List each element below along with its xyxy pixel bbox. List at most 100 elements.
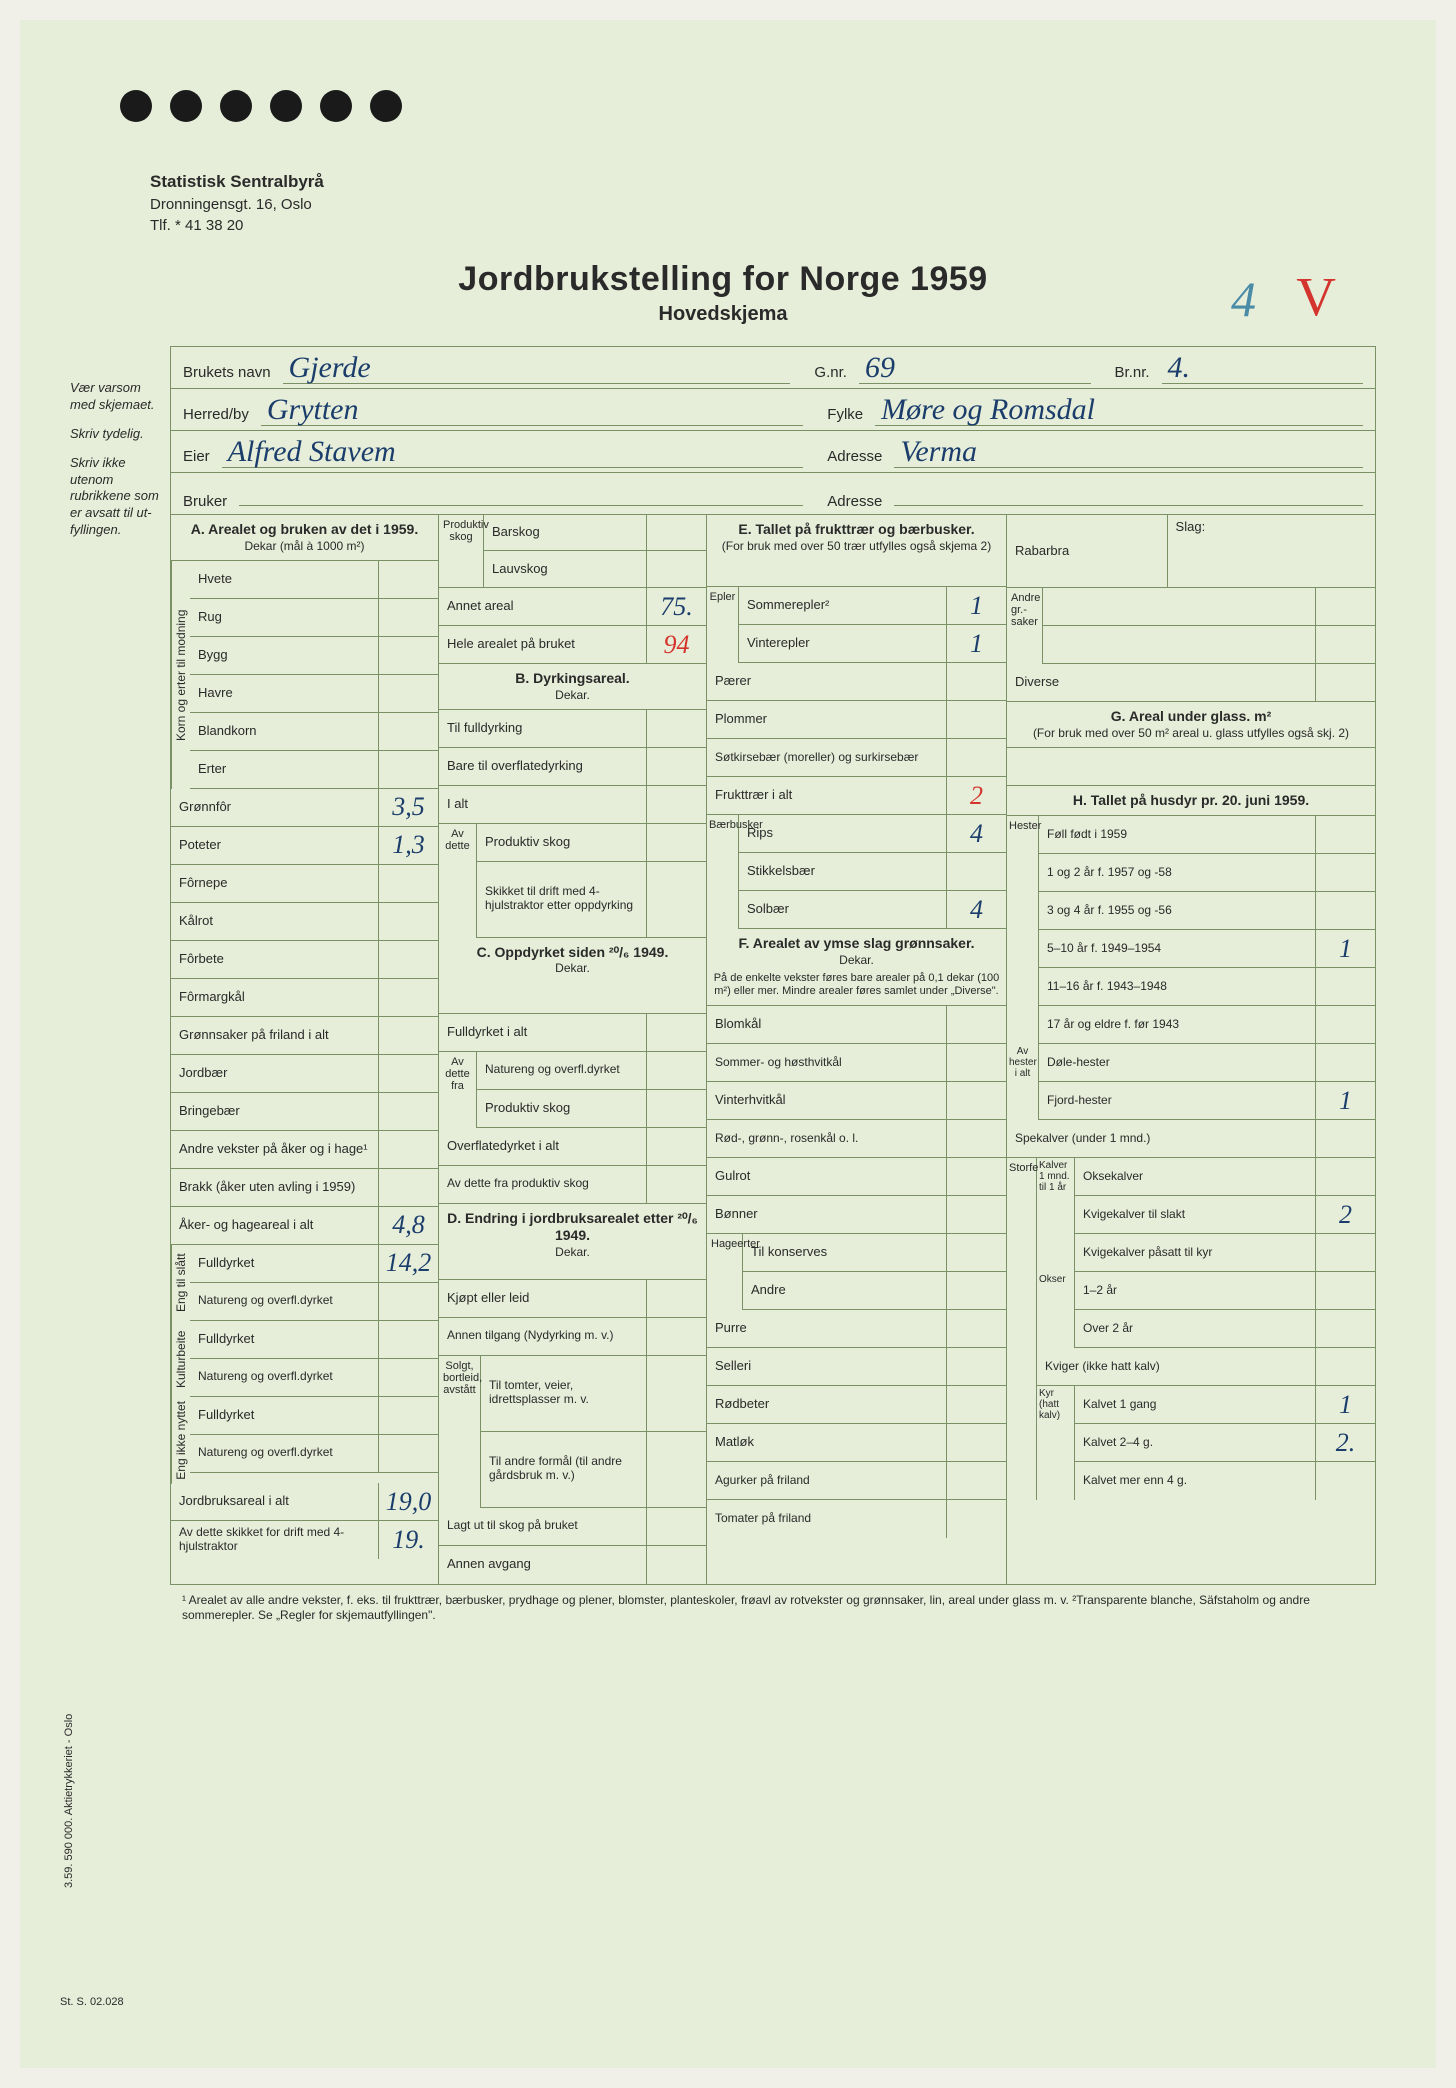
v-poteter[interactable]: 1,3: [378, 827, 438, 864]
v-purre[interactable]: [946, 1310, 1006, 1347]
v-hvete[interactable]: [378, 561, 438, 598]
v-fornepe[interactable]: [378, 865, 438, 902]
v-kvigeslakt[interactable]: 2: [1315, 1196, 1375, 1233]
v-kirsebaer[interactable]: [946, 739, 1006, 776]
v-sommerkal[interactable]: [946, 1044, 1006, 1081]
v-selleri[interactable]: [946, 1348, 1006, 1385]
v-b1[interactable]: [646, 710, 706, 747]
v-rodbeter[interactable]: [946, 1386, 1006, 1423]
val-adresse2[interactable]: [894, 505, 1363, 506]
v-b4[interactable]: [646, 824, 706, 861]
v-rosenkal[interactable]: [946, 1120, 1006, 1157]
v-o12[interactable]: [1315, 1272, 1375, 1309]
v-gulrot[interactable]: [946, 1158, 1006, 1195]
v-vinterkal[interactable]: [946, 1082, 1006, 1119]
v-rips[interactable]: 4: [946, 815, 1006, 852]
v-kultfull[interactable]: [378, 1321, 438, 1358]
v-k4p[interactable]: [1315, 1462, 1375, 1500]
val-eier[interactable]: Alfred Stavem: [222, 437, 804, 468]
g-sl1[interactable]: [1043, 605, 1315, 609]
v-h34[interactable]: [1315, 892, 1375, 929]
v-diverse[interactable]: [1315, 664, 1375, 701]
v-eiknnat[interactable]: [378, 1435, 438, 1472]
v-spekalver[interactable]: [1315, 1120, 1375, 1157]
v-k24[interactable]: 2.: [1315, 1424, 1375, 1461]
val-fylke[interactable]: Møre og Romsdal: [875, 395, 1363, 426]
v-barskog[interactable]: [646, 515, 706, 550]
v-jordbaer[interactable]: [378, 1055, 438, 1092]
v-d1[interactable]: [646, 1280, 706, 1317]
v-solbaer[interactable]: 4: [946, 891, 1006, 928]
v-d5[interactable]: [646, 1508, 706, 1545]
v-bygg[interactable]: [378, 637, 438, 674]
v-c2[interactable]: [646, 1052, 706, 1089]
v-k1[interactable]: 1: [1315, 1386, 1375, 1423]
v-agurker[interactable]: [946, 1462, 1006, 1499]
v-skikket4[interactable]: 19.: [378, 1521, 438, 1559]
v-c1[interactable]: [646, 1014, 706, 1051]
v-tomater[interactable]: [946, 1500, 1006, 1538]
v-c5[interactable]: [646, 1166, 706, 1203]
v-paerer[interactable]: [946, 663, 1006, 700]
v-d2[interactable]: [646, 1318, 706, 1355]
val-bruker[interactable]: [239, 505, 803, 506]
v-rug[interactable]: [378, 599, 438, 636]
v-fruktalt[interactable]: 2: [946, 777, 1006, 814]
v-engfull[interactable]: 14,2: [378, 1245, 438, 1282]
val-brukets-navn[interactable]: Gjerde: [283, 353, 791, 384]
val-gnr[interactable]: 69: [859, 353, 1091, 384]
v-annet[interactable]: 75.: [646, 588, 706, 625]
v-stikkels[interactable]: [946, 853, 1006, 890]
v-gronnsaker[interactable]: [378, 1017, 438, 1054]
v-jordbrukalt[interactable]: 19,0: [378, 1483, 438, 1520]
v-kultnat[interactable]: [378, 1359, 438, 1396]
v-b2[interactable]: [646, 748, 706, 785]
val-adresse1[interactable]: Verma: [894, 437, 1363, 468]
v-b3[interactable]: [646, 786, 706, 823]
v-lauvskog[interactable]: [646, 551, 706, 587]
v-hele[interactable]: 94: [646, 626, 706, 663]
val-brnr[interactable]: 4.: [1162, 353, 1363, 384]
v-c3[interactable]: [646, 1090, 706, 1127]
v-gronnfor[interactable]: 3,5: [378, 789, 438, 826]
v-d6[interactable]: [646, 1546, 706, 1584]
v-h12[interactable]: [1315, 854, 1375, 891]
v-blomkal[interactable]: [946, 1006, 1006, 1043]
v-blandkorn[interactable]: [378, 713, 438, 750]
v-okse[interactable]: [1315, 1158, 1375, 1195]
v-plommer[interactable]: [946, 701, 1006, 738]
v-kalrot[interactable]: [378, 903, 438, 940]
g-sl2[interactable]: [1043, 643, 1315, 647]
v-bringebaer[interactable]: [378, 1093, 438, 1130]
g-glass[interactable]: [1007, 764, 1375, 768]
v-kviger[interactable]: [1315, 1348, 1375, 1385]
v-c4[interactable]: [646, 1128, 706, 1165]
v-d4[interactable]: [646, 1432, 706, 1507]
v-d3[interactable]: [646, 1356, 706, 1431]
v-b5[interactable]: [646, 862, 706, 937]
v-fjord[interactable]: 1: [1315, 1082, 1375, 1119]
v-vinter[interactable]: 1: [946, 625, 1006, 662]
v-andrevekster[interactable]: [378, 1131, 438, 1168]
v-erter[interactable]: [378, 751, 438, 788]
v-sl1[interactable]: [1315, 588, 1375, 625]
v-havre[interactable]: [378, 675, 438, 712]
v-bonner[interactable]: [946, 1196, 1006, 1233]
v-h17[interactable]: [1315, 1006, 1375, 1043]
v-dole[interactable]: [1315, 1044, 1375, 1081]
v-brakk[interactable]: [378, 1169, 438, 1206]
v-forbete[interactable]: [378, 941, 438, 978]
v-sl2[interactable]: [1315, 626, 1375, 663]
v-engnat[interactable]: [378, 1283, 438, 1320]
v-foll[interactable]: [1315, 816, 1375, 853]
val-herred[interactable]: Grytten: [261, 395, 803, 426]
v-formargkal[interactable]: [378, 979, 438, 1016]
v-akerhage[interactable]: 4,8: [378, 1207, 438, 1244]
v-kvigekyr[interactable]: [1315, 1234, 1375, 1271]
v-sommer[interactable]: 1: [946, 587, 1006, 624]
v-o2[interactable]: [1315, 1310, 1375, 1347]
v-andre[interactable]: [946, 1272, 1006, 1309]
v-matlok[interactable]: [946, 1424, 1006, 1461]
v-h510[interactable]: 1: [1315, 930, 1375, 967]
v-konserves[interactable]: [946, 1234, 1006, 1271]
